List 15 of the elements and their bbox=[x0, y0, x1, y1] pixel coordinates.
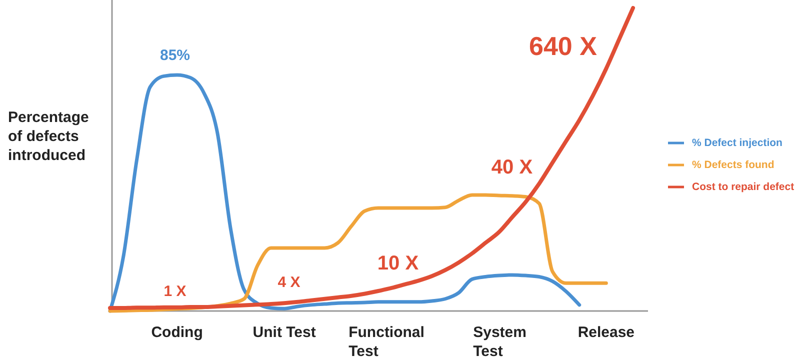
legend-label: % Defects found bbox=[692, 158, 774, 171]
annotation: 10 X bbox=[377, 252, 420, 274]
legend-label: % Defect injection bbox=[692, 136, 782, 149]
x-tick-label: Unit Test bbox=[252, 324, 316, 341]
legend-label: Cost to repair defect bbox=[692, 180, 795, 193]
x-tick-label: System Test bbox=[473, 324, 526, 360]
annotation: 4 X bbox=[278, 274, 300, 291]
x-tick-label: Release bbox=[578, 324, 635, 341]
annotation: 640 X bbox=[529, 30, 598, 61]
annotation: 40 X bbox=[491, 156, 534, 178]
x-tick-label: Coding bbox=[151, 324, 203, 341]
x-tick-label: Functional Test bbox=[348, 324, 424, 360]
y-axis-title: Percentage of defects introduced bbox=[8, 109, 89, 164]
annotation: 85% bbox=[160, 46, 190, 64]
annotation: 1 X bbox=[164, 282, 186, 300]
